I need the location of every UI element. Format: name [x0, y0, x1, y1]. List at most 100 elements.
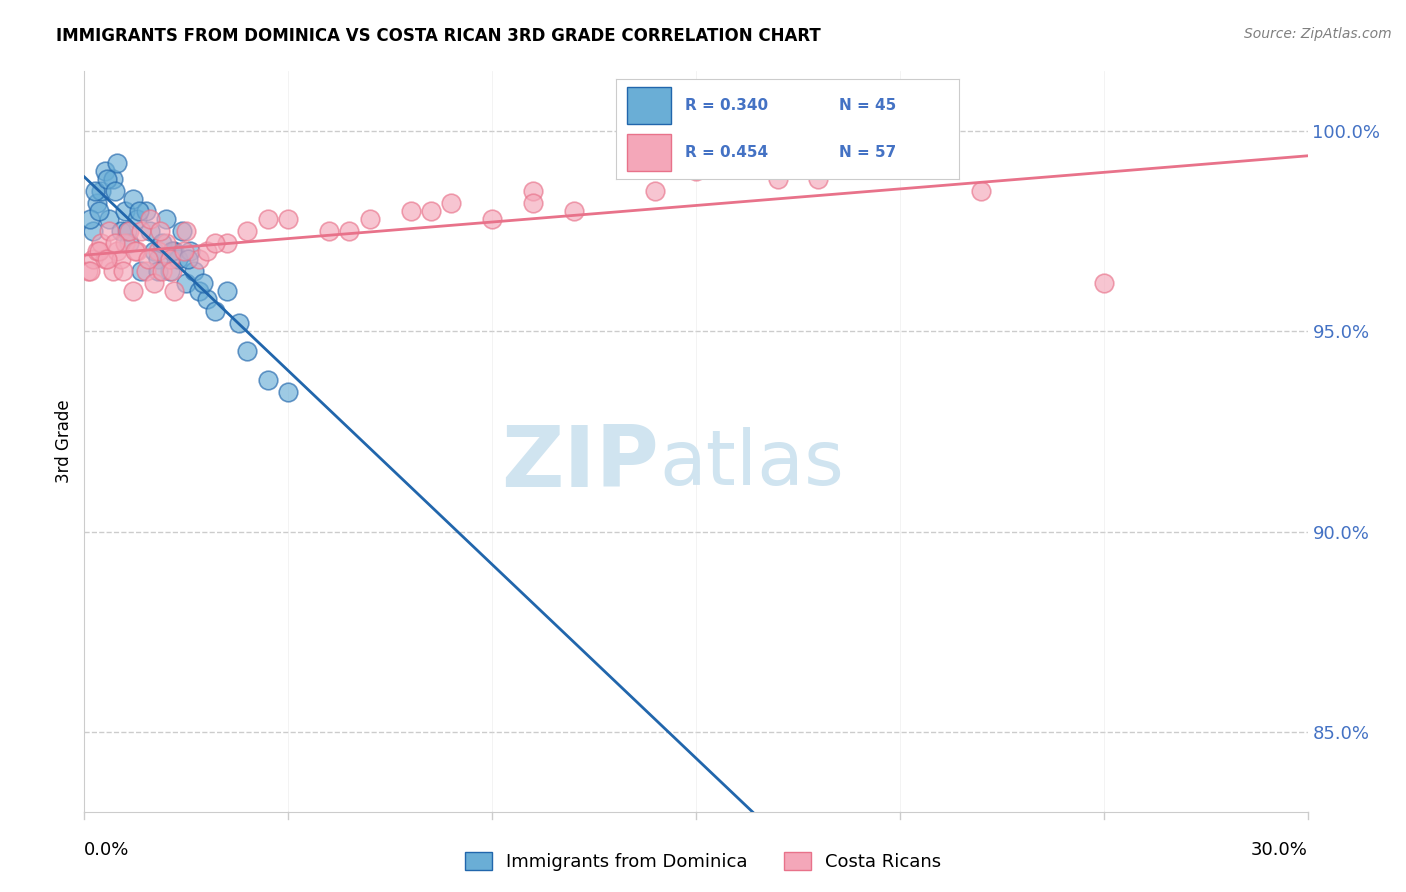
Point — [127, 244, 149, 259]
Point — [195, 244, 218, 259]
Point — [86, 244, 108, 259]
Point — [970, 185, 993, 199]
Point — [277, 212, 299, 227]
Point — [150, 236, 173, 251]
Point — [155, 236, 177, 251]
Point — [150, 264, 173, 278]
Point — [101, 264, 124, 278]
Point — [79, 212, 101, 227]
Point — [128, 204, 150, 219]
Point — [142, 244, 165, 259]
Point — [135, 264, 157, 278]
Point — [522, 185, 544, 199]
Point — [86, 196, 108, 211]
Point — [339, 224, 361, 238]
Point — [187, 285, 209, 299]
Point — [481, 212, 503, 227]
Text: IMMIGRANTS FROM DOMINICA VS COSTA RICAN 3RD GRADE CORRELATION CHART: IMMIGRANTS FROM DOMINICA VS COSTA RICAN … — [56, 27, 821, 45]
Point — [766, 172, 789, 186]
Point — [172, 224, 194, 238]
Point — [138, 212, 160, 227]
Point — [257, 372, 280, 386]
Point — [204, 304, 226, 318]
Point — [167, 252, 190, 267]
Point — [522, 196, 544, 211]
Text: ZIP: ZIP — [502, 422, 659, 505]
Point — [277, 384, 299, 399]
Point — [79, 264, 101, 278]
Point — [159, 264, 181, 278]
Point — [93, 164, 117, 178]
Point — [118, 224, 141, 238]
Point — [105, 156, 128, 170]
Point — [87, 244, 110, 259]
Text: Source: ZipAtlas.com: Source: ZipAtlas.com — [1244, 27, 1392, 41]
Point — [217, 285, 239, 299]
Point — [101, 172, 124, 186]
Point — [118, 236, 141, 251]
Point — [807, 172, 830, 186]
Point — [90, 185, 112, 199]
Y-axis label: 3rd Grade: 3rd Grade — [55, 400, 73, 483]
Point — [204, 236, 226, 251]
Point — [87, 204, 110, 219]
Point — [163, 244, 186, 259]
Point — [562, 204, 585, 219]
Point — [889, 156, 911, 170]
Point — [160, 244, 183, 259]
Point — [97, 224, 120, 238]
Point — [685, 164, 707, 178]
Point — [146, 244, 169, 259]
Text: 0.0%: 0.0% — [84, 841, 129, 859]
Point — [112, 264, 135, 278]
Point — [236, 224, 259, 238]
Point — [359, 212, 381, 227]
Point — [179, 244, 201, 259]
Point — [131, 264, 153, 278]
Point — [159, 252, 181, 267]
Point — [257, 212, 280, 227]
Point — [163, 285, 186, 299]
Point — [138, 224, 160, 238]
Point — [96, 252, 118, 267]
Point — [217, 236, 239, 251]
Point — [135, 204, 157, 219]
Point — [105, 244, 128, 259]
Point — [399, 204, 422, 219]
Point — [110, 252, 132, 267]
Point — [93, 252, 117, 267]
Point — [318, 224, 340, 238]
Point — [191, 277, 214, 291]
Point — [644, 185, 666, 199]
Point — [155, 212, 177, 227]
Point — [82, 224, 104, 238]
Point — [173, 244, 195, 259]
Point — [127, 212, 149, 227]
Point — [136, 252, 159, 267]
Point — [122, 285, 145, 299]
Point — [82, 252, 104, 267]
Point — [183, 264, 205, 278]
Point — [122, 193, 145, 207]
Point — [110, 224, 132, 238]
Point — [83, 185, 105, 199]
Point — [142, 277, 165, 291]
Point — [160, 264, 183, 278]
Point — [174, 277, 197, 291]
Point — [177, 252, 200, 267]
Point — [90, 236, 112, 251]
Point — [104, 185, 127, 199]
Point — [97, 212, 120, 227]
Point — [440, 196, 463, 211]
Point — [115, 224, 138, 238]
Point — [174, 224, 197, 238]
Point — [195, 293, 218, 307]
Point — [131, 224, 153, 238]
Point — [146, 264, 169, 278]
Point — [104, 236, 127, 251]
Point — [420, 204, 443, 219]
Point — [1092, 277, 1115, 291]
Point — [96, 172, 118, 186]
Point — [114, 236, 136, 251]
Point — [77, 264, 100, 278]
